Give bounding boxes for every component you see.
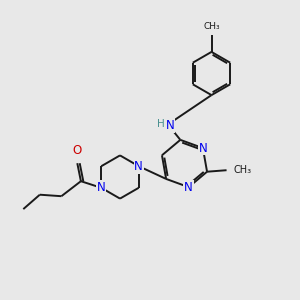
Text: CH₃: CH₃ <box>203 22 220 32</box>
Text: H: H <box>157 119 165 129</box>
Text: N: N <box>199 142 207 154</box>
Text: O: O <box>73 144 82 157</box>
Text: N: N <box>184 181 193 194</box>
Text: N: N <box>166 119 175 132</box>
Text: N: N <box>134 160 143 173</box>
Text: N: N <box>97 181 106 194</box>
Text: CH₃: CH₃ <box>233 165 251 175</box>
